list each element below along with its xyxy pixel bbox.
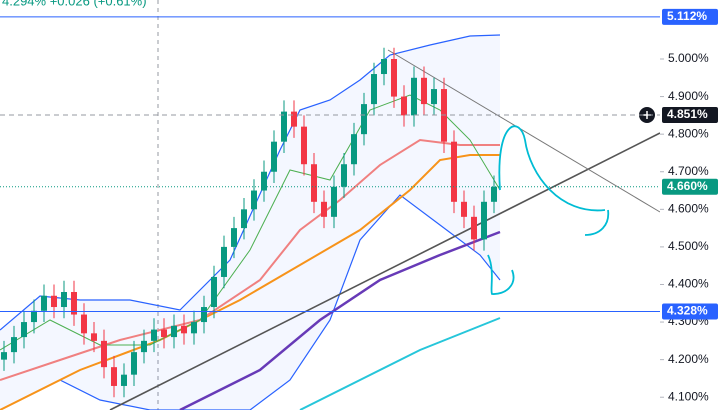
candle-body <box>61 291 67 308</box>
y-tick-label: 4.500% <box>668 239 709 253</box>
candle-body <box>71 291 77 315</box>
candle-body <box>291 111 297 127</box>
candle-body <box>421 77 427 105</box>
band-lower <box>59 194 501 410</box>
y-tick-label: 4.900% <box>668 89 709 103</box>
y-tick-label: 4.600% <box>668 201 709 215</box>
candle-body <box>51 295 57 308</box>
y-tick-label: 4.700% <box>668 164 709 178</box>
band-upper <box>0 34 501 331</box>
price-label: 4.660% <box>667 179 708 193</box>
candle-body <box>201 307 207 323</box>
band-fill <box>0 35 500 410</box>
candle-body <box>41 295 47 311</box>
candle-body <box>301 126 307 165</box>
candle-body <box>371 74 377 105</box>
trendline <box>387 49 661 213</box>
candle-body <box>271 141 277 172</box>
candle-body <box>401 96 407 116</box>
candle-body <box>11 337 17 353</box>
candle-body <box>101 340 107 368</box>
candle-body <box>341 164 347 187</box>
candle-body <box>471 216 477 240</box>
candle-body <box>311 164 317 202</box>
candle-body <box>161 329 167 338</box>
candle-body <box>231 228 237 247</box>
candle-body <box>111 367 117 386</box>
candle-body <box>151 329 157 341</box>
candle-body <box>431 89 437 105</box>
candle-body <box>281 111 287 142</box>
ma-pink <box>0 138 500 381</box>
candle-body <box>81 314 87 334</box>
trendline <box>109 132 661 410</box>
candle-body <box>491 186 497 202</box>
y-tick-label: 4.400% <box>668 277 709 291</box>
candle-body <box>221 246 227 277</box>
price-label-bg <box>662 303 718 320</box>
price-label-bg <box>662 178 718 195</box>
candle-body <box>91 333 97 341</box>
ma-purple <box>179 230 501 410</box>
ma-green <box>0 94 501 351</box>
candle-body <box>381 59 387 75</box>
hand-drawing <box>487 125 610 295</box>
price-label: 5.112% <box>667 9 707 23</box>
candle-body <box>251 190 257 210</box>
candle-body <box>211 276 217 308</box>
price-label-bg <box>662 8 718 25</box>
candle-body <box>131 352 137 375</box>
candle-body <box>31 310 37 323</box>
candle-body <box>351 134 357 165</box>
y-tick-label: 4.200% <box>668 352 709 366</box>
header: 4.294% +0.026 (+0.61%) <box>2 0 147 8</box>
y-tick-label: 4.100% <box>668 389 709 403</box>
candle-body <box>321 201 327 217</box>
price-label: 4.851% <box>667 107 708 121</box>
candle-body <box>481 201 487 240</box>
candle-body <box>1 352 7 360</box>
candle-body <box>391 59 397 97</box>
price-label: 4.328% <box>667 304 708 318</box>
candle-body <box>171 325 177 338</box>
candle-body <box>451 141 457 202</box>
candle-body <box>461 201 467 217</box>
candle-body <box>331 186 337 217</box>
candle-body <box>411 77 417 116</box>
price-axis <box>660 0 720 410</box>
price-label-bg <box>662 106 718 123</box>
candle-body <box>121 374 127 386</box>
candle-body <box>141 340 147 353</box>
candle-body <box>261 171 267 191</box>
candle-body <box>181 325 187 334</box>
y-tick-label: 4.800% <box>668 126 709 140</box>
candle-body <box>361 104 367 135</box>
ma-cyan <box>299 317 501 410</box>
candle-body <box>21 322 27 338</box>
candle-body <box>191 322 197 334</box>
candle-body <box>241 209 247 229</box>
y-tick-label: 5.000% <box>668 51 709 65</box>
